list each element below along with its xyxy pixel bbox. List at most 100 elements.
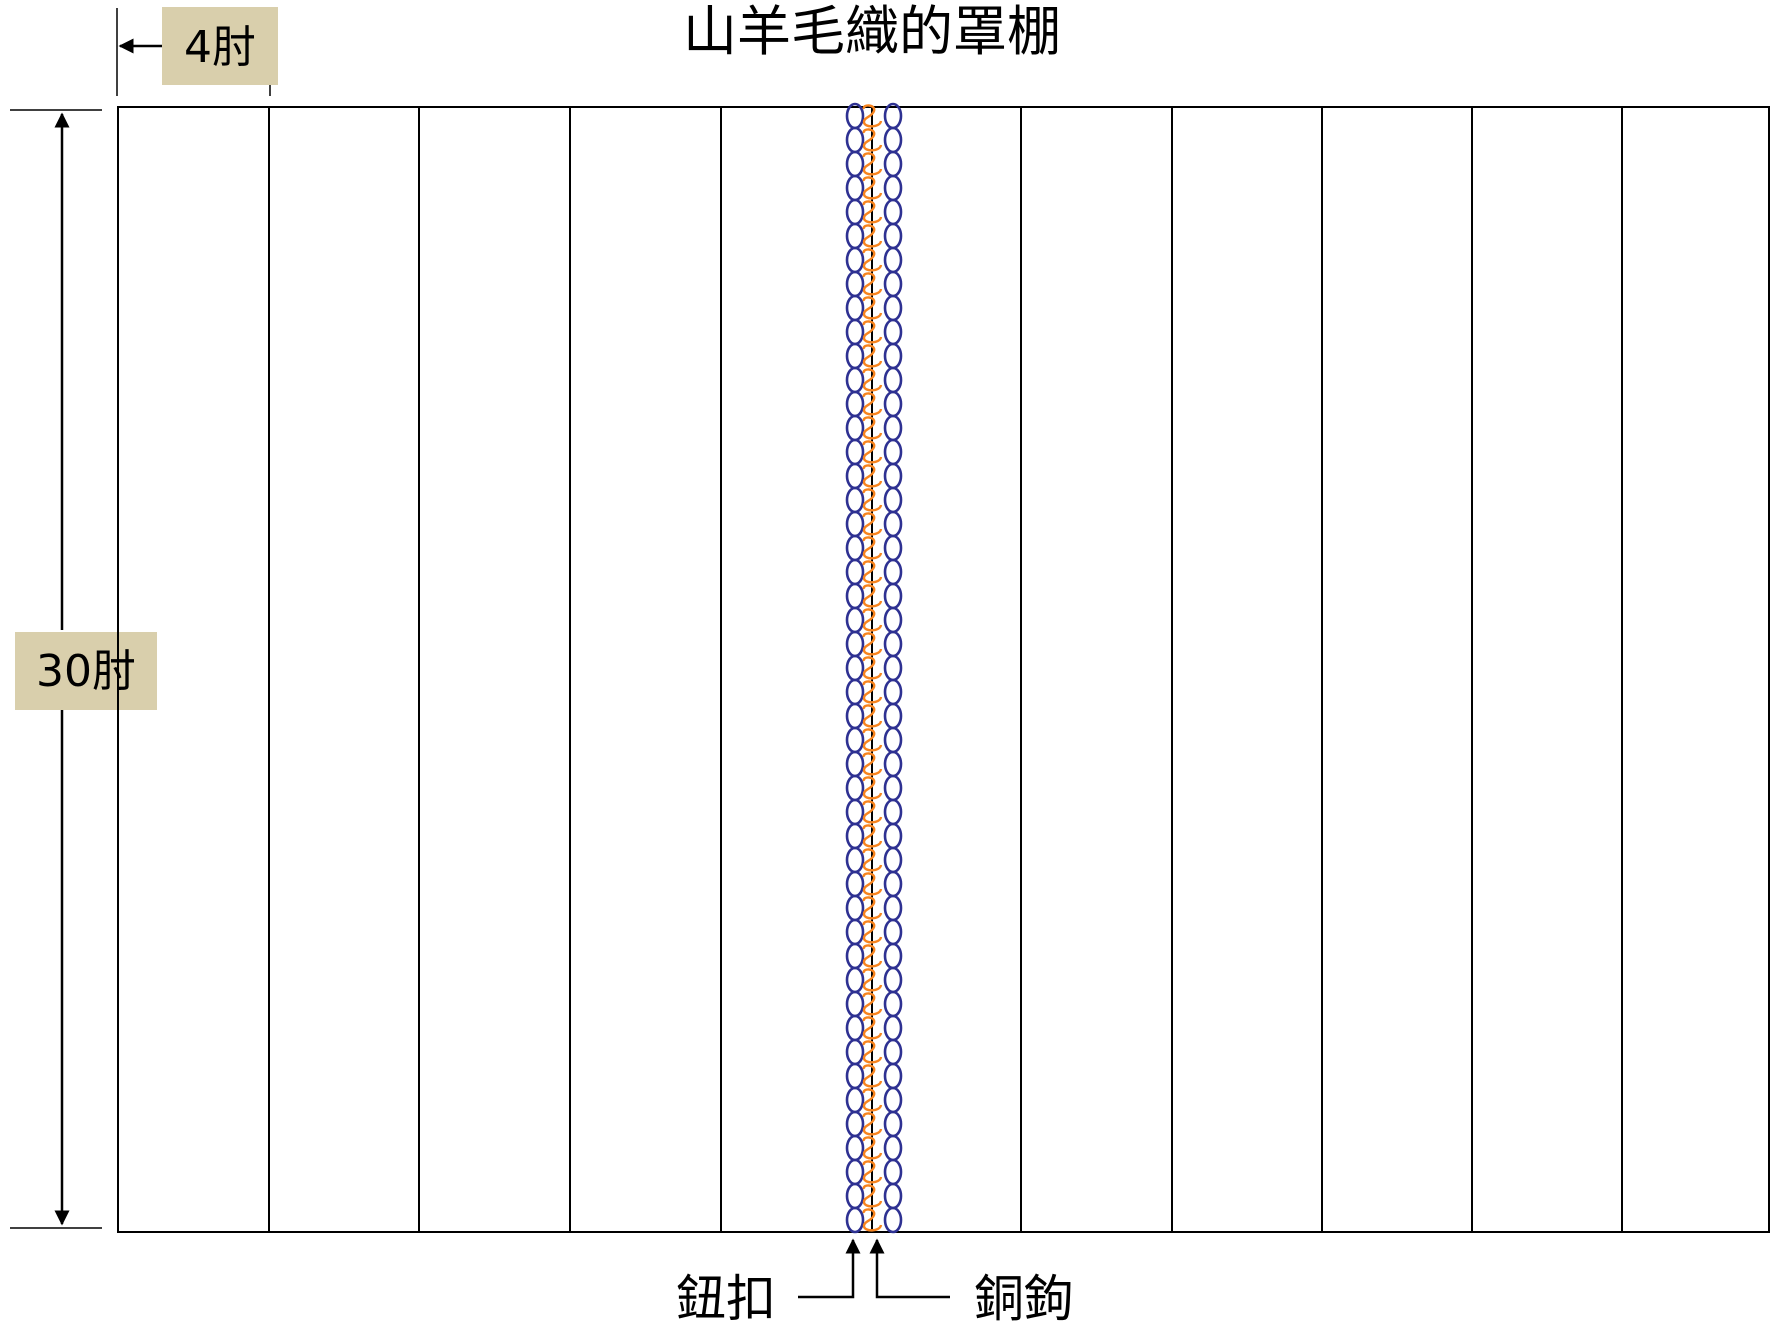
loop-icon <box>845 798 865 826</box>
loop-icon <box>845 1086 865 1114</box>
loop-icon <box>883 534 903 562</box>
clasp-icon <box>862 344 883 368</box>
clasp-icon <box>862 1112 883 1136</box>
clasp-icon <box>862 248 883 272</box>
callout-loops: 鈕扣 <box>676 1238 861 1322</box>
loop-icon <box>883 894 903 922</box>
clasp-icon <box>862 752 883 776</box>
loop-icon <box>883 150 903 178</box>
loop-icon <box>845 726 865 754</box>
joining-seam <box>845 102 903 1234</box>
clasp-icon <box>862 272 883 296</box>
loop-icon <box>845 750 865 778</box>
clasp-icon <box>862 944 883 968</box>
loop-icon <box>845 558 865 586</box>
clasp-icon <box>862 152 883 176</box>
loop-icon <box>883 846 903 874</box>
loop-icon <box>845 702 865 730</box>
loop-icon <box>883 1182 903 1210</box>
clasps-column <box>862 104 883 1232</box>
loop-icon <box>883 990 903 1018</box>
loop-icon <box>883 1158 903 1186</box>
clasp-icon <box>862 632 883 656</box>
loop-icon <box>883 678 903 706</box>
clasp-icon <box>862 848 883 872</box>
loop-icon <box>883 774 903 802</box>
loops-column-left <box>845 102 865 1234</box>
loop-icon <box>845 462 865 490</box>
loop-icon <box>845 1206 865 1234</box>
loop-icon <box>845 822 865 850</box>
loop-icon <box>845 510 865 538</box>
loop-icon <box>845 318 865 346</box>
loop-icon <box>845 174 865 202</box>
clasp-icon <box>862 560 883 584</box>
clasp-icon <box>862 104 883 128</box>
loop-icon <box>883 222 903 250</box>
loop-icon <box>883 1206 903 1234</box>
loop-icon <box>883 918 903 946</box>
loop-icon <box>845 966 865 994</box>
callout-loops-label: 鈕扣 <box>676 1270 776 1322</box>
loop-icon <box>845 1182 865 1210</box>
clasp-icon <box>862 128 883 152</box>
clasp-icon <box>862 392 883 416</box>
loop-icon <box>883 726 903 754</box>
clasp-icon <box>862 800 883 824</box>
loop-icon <box>883 798 903 826</box>
loop-icon <box>845 1134 865 1162</box>
loop-icon <box>845 630 865 658</box>
clasp-icon <box>862 608 883 632</box>
clasp-icon <box>862 1016 883 1040</box>
loop-icon <box>883 174 903 202</box>
loop-icon <box>845 1110 865 1138</box>
loop-icon <box>883 126 903 154</box>
clasp-icon <box>862 872 883 896</box>
clasp-icon <box>862 776 883 800</box>
loop-icon <box>883 414 903 442</box>
loop-icon <box>845 246 865 274</box>
callout-clasps-leader <box>869 1238 950 1299</box>
clasp-icon <box>862 512 883 536</box>
loop-icon <box>883 1134 903 1162</box>
loop-icon <box>883 630 903 658</box>
loop-icon <box>883 558 903 586</box>
loop-icon <box>883 294 903 322</box>
loop-icon <box>845 126 865 154</box>
loop-icon <box>845 846 865 874</box>
loop-icon <box>845 870 865 898</box>
clasp-icon <box>862 368 883 392</box>
loop-icon <box>883 582 903 610</box>
loop-icon <box>883 270 903 298</box>
loop-icon <box>845 438 865 466</box>
loop-icon <box>845 918 865 946</box>
clasp-icon <box>862 704 883 728</box>
loop-icon <box>883 942 903 970</box>
clasp-icon <box>862 968 883 992</box>
loop-icon <box>845 606 865 634</box>
clasp-icon <box>862 728 883 752</box>
loop-icon <box>883 1086 903 1114</box>
diagram-title: 山羊毛織的罩棚 <box>683 0 1061 63</box>
clasp-icon <box>862 416 883 440</box>
loop-icon <box>883 702 903 730</box>
callout-clasps-label: 銅鉤 <box>974 1270 1074 1322</box>
loop-icon <box>883 1110 903 1138</box>
clasp-icon <box>862 1136 883 1160</box>
curtain-outline <box>117 106 1770 1233</box>
callout-clasps: 銅鉤 <box>869 1238 1074 1322</box>
loop-icon <box>883 438 903 466</box>
clasp-icon <box>862 1208 883 1232</box>
height-dimension: 30肘 <box>10 109 157 1229</box>
loop-icon <box>883 1014 903 1042</box>
clasp-icon <box>862 680 883 704</box>
clasp-icon <box>862 656 883 680</box>
clasp-icon <box>862 1040 883 1064</box>
loop-icon <box>883 390 903 418</box>
loop-icon <box>845 654 865 682</box>
loop-icon <box>883 246 903 274</box>
clasp-icon <box>862 200 883 224</box>
loop-icon <box>845 366 865 394</box>
loop-icon <box>845 486 865 514</box>
